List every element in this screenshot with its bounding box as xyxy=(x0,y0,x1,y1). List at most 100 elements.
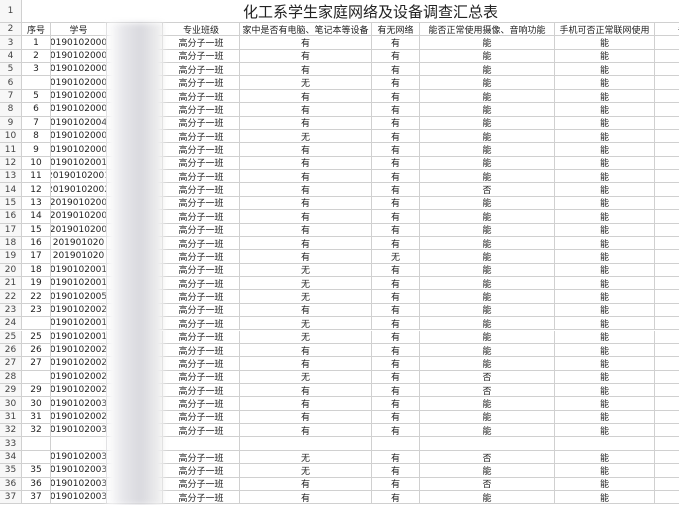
cell xyxy=(655,331,679,344)
cell: 201901020009 xyxy=(51,49,107,64)
cell: 有 xyxy=(240,250,372,264)
cell: 有 xyxy=(372,89,420,104)
cell: 201901020035 xyxy=(51,464,107,478)
cell xyxy=(655,437,679,451)
row-number: 5 xyxy=(0,63,22,77)
cell: 36 xyxy=(22,477,51,491)
column-header: 家中是否有电脑、笔记本等设备 xyxy=(240,23,372,37)
cell: 22 xyxy=(22,290,51,304)
cell: 有 xyxy=(240,490,372,505)
cell: 能 xyxy=(555,370,655,384)
cell: 201901020 xyxy=(51,236,107,251)
cell: 有 xyxy=(240,397,372,411)
cell: 高分子一班 xyxy=(163,383,240,398)
cell: 201901020036 xyxy=(51,477,107,491)
cell: 能 xyxy=(420,116,555,130)
cell: 能 xyxy=(555,303,655,318)
cell: 201901020004 xyxy=(51,76,107,90)
cell: 有 xyxy=(240,383,372,398)
cell: 能 xyxy=(420,263,555,278)
cell: 有 xyxy=(372,464,420,478)
cell: 有 xyxy=(372,303,420,318)
cell: 23 xyxy=(22,303,51,318)
cell: 有 xyxy=(372,263,420,278)
cell: 37 xyxy=(22,490,51,505)
cell xyxy=(655,50,679,64)
row-number: 32 xyxy=(0,424,22,438)
cell xyxy=(555,437,655,451)
cell: 无 xyxy=(240,263,372,278)
cell: 27 xyxy=(22,357,51,371)
row-number: 23 xyxy=(0,303,22,318)
cell xyxy=(655,451,679,465)
cell xyxy=(655,411,679,425)
cell: 201901020003 xyxy=(51,103,107,117)
row-number: 15 xyxy=(0,196,22,211)
row-number: 11 xyxy=(0,143,22,157)
cell xyxy=(655,317,679,331)
cell: 6 xyxy=(22,103,51,117)
cell: 201901020018 xyxy=(51,156,107,171)
cell: 有 xyxy=(240,236,372,251)
cell: 高分子一班 xyxy=(163,464,240,478)
cell: 高分子一班 xyxy=(163,490,240,505)
cell: 17 xyxy=(22,250,51,264)
cell xyxy=(655,36,679,50)
cell: 9 xyxy=(22,143,51,157)
cell xyxy=(163,437,240,451)
cell: 201901020023 xyxy=(51,343,107,358)
cell: 能 xyxy=(555,330,655,344)
row-number: 19 xyxy=(0,250,22,264)
cell: 无 xyxy=(240,464,372,478)
cell xyxy=(655,210,679,224)
cell: 能 xyxy=(555,397,655,411)
cell: 能 xyxy=(420,49,555,64)
cell: 有 xyxy=(372,317,420,331)
cell: 201901020041 xyxy=(51,116,107,130)
cell xyxy=(655,130,679,144)
row-number: 13 xyxy=(0,170,22,184)
cell: 能 xyxy=(420,156,555,171)
row-number: 27 xyxy=(0,357,22,371)
cell: 有 xyxy=(240,410,372,425)
cell: 能 xyxy=(555,410,655,425)
cell: 高分子一班 xyxy=(163,424,240,438)
cell: 否 xyxy=(420,477,555,491)
cell: 能 xyxy=(420,290,555,304)
cell: 201901020028 xyxy=(51,370,107,384)
cell: 16 xyxy=(22,236,51,251)
cell: 15 xyxy=(22,223,51,237)
column-header: 有无网络 xyxy=(372,23,420,37)
cell: 高分子一班 xyxy=(163,36,240,50)
cell: 能 xyxy=(555,357,655,371)
cell: 能 xyxy=(420,76,555,90)
cell: 有 xyxy=(372,330,420,344)
cell xyxy=(655,237,679,251)
cell: 8 xyxy=(22,129,51,144)
cell: 能 xyxy=(555,76,655,90)
cell: 能 xyxy=(555,196,655,211)
cell: 能 xyxy=(555,170,655,184)
cell: 有 xyxy=(240,116,372,130)
row-number: 10 xyxy=(0,129,22,144)
cell: 201901020 xyxy=(51,250,107,264)
cell: 有 xyxy=(372,103,420,117)
row-number: 29 xyxy=(0,383,22,398)
cell: 29 xyxy=(22,383,51,398)
cell: 能 xyxy=(420,424,555,438)
cell: 能 xyxy=(420,210,555,224)
row-number: 17 xyxy=(0,223,22,237)
cell: 有 xyxy=(372,290,420,304)
cell: 能 xyxy=(420,36,555,50)
cell: 高分子一班 xyxy=(163,49,240,64)
cell: 能 xyxy=(555,36,655,50)
cell: 有 xyxy=(240,63,372,77)
cell: 20190102002 xyxy=(51,183,107,197)
row-number: 8 xyxy=(0,103,22,117)
cell xyxy=(655,76,679,90)
cell xyxy=(655,157,679,171)
cell: 无 xyxy=(240,330,372,344)
cell: 无 xyxy=(240,129,372,144)
cell: 有 xyxy=(372,370,420,384)
cell: 18 xyxy=(22,263,51,278)
